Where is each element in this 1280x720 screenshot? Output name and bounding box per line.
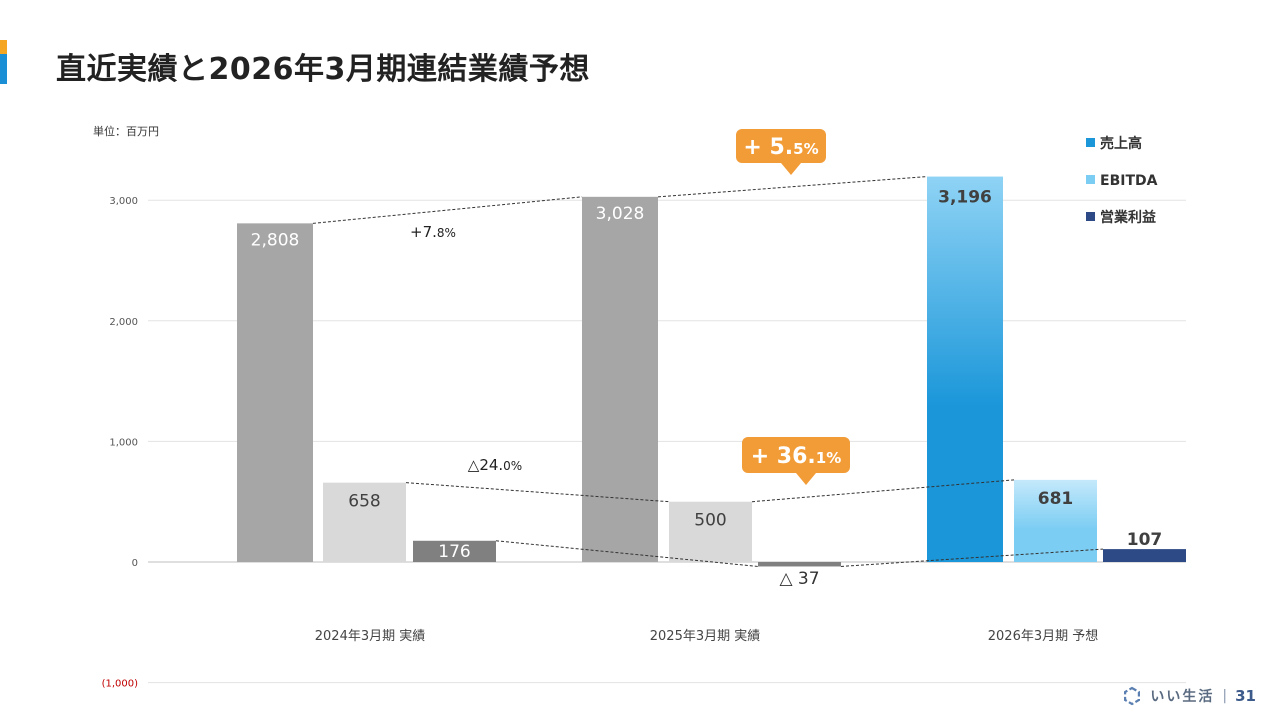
footer-separator: | bbox=[1222, 688, 1228, 704]
bar-sales bbox=[237, 223, 313, 562]
ebitda-change-badge-pointer bbox=[796, 473, 816, 485]
legend-swatch bbox=[1086, 138, 1095, 147]
footer-brand: いい生活 bbox=[1150, 689, 1215, 705]
y-tick-label: (1,000) bbox=[102, 679, 139, 690]
legend-label: 営業利益 bbox=[1100, 209, 1156, 226]
page-title: 直近実績と2026年3月期連結業績予想 bbox=[56, 52, 590, 87]
ebitda-change-badge: + 36.1% bbox=[751, 444, 842, 469]
data-label: 176 bbox=[438, 542, 470, 562]
bar-ebitda bbox=[323, 482, 406, 562]
y-tick-label: 2,000 bbox=[109, 317, 138, 328]
bar-ebitda bbox=[1014, 479, 1097, 562]
category-label: 2026年3月期 予想 bbox=[988, 628, 1099, 644]
category-label: 2025年3月期 実績 bbox=[650, 628, 761, 644]
data-label: 107 bbox=[1127, 530, 1163, 550]
sales-change-label: +7.8% bbox=[410, 223, 456, 241]
sales-change-badge: + 5.5% bbox=[743, 135, 818, 160]
ebitda-change-label: △24.0% bbox=[468, 456, 522, 474]
y-tick-label: 0 bbox=[132, 558, 138, 569]
data-label: 3,028 bbox=[596, 204, 645, 224]
data-label: △ 37 bbox=[779, 569, 819, 589]
bar-operating-profit bbox=[413, 540, 496, 562]
data-label: 681 bbox=[1038, 489, 1074, 509]
legend-label: EBITDA bbox=[1100, 173, 1158, 189]
unit-label: 単位：百万円 bbox=[93, 124, 159, 138]
change-connector bbox=[495, 540, 759, 567]
change-connector bbox=[840, 548, 1104, 567]
bar-operating-profit bbox=[1103, 549, 1186, 562]
change-connector bbox=[312, 196, 583, 224]
page-number: 31 bbox=[1235, 687, 1256, 705]
y-tick-label: 3,000 bbox=[109, 196, 138, 207]
data-label: 500 bbox=[694, 511, 726, 531]
bar-sales bbox=[927, 176, 1003, 563]
data-label: 658 bbox=[348, 492, 380, 512]
bar-sales bbox=[582, 196, 658, 563]
legend-label: 売上高 bbox=[1100, 135, 1142, 152]
legend-swatch bbox=[1086, 175, 1095, 184]
data-label: 2,808 bbox=[251, 230, 300, 250]
change-connector bbox=[405, 482, 670, 503]
sales-change-badge-pointer bbox=[781, 163, 801, 175]
logo-icon bbox=[1124, 686, 1141, 706]
change-connector bbox=[751, 479, 1015, 503]
accent-bar-blue bbox=[0, 54, 7, 84]
category-label: 2024年3月期 実績 bbox=[315, 628, 426, 644]
footer: いい生活 | 31 bbox=[1122, 686, 1256, 706]
data-label: 3,196 bbox=[938, 188, 992, 208]
accent-bar-orange bbox=[0, 40, 7, 54]
legend-swatch bbox=[1086, 212, 1095, 221]
bar-ebitda bbox=[669, 501, 752, 562]
bar-operating-profit bbox=[758, 562, 841, 567]
change-connector bbox=[657, 176, 928, 198]
ebitda-change-badge-box bbox=[742, 437, 850, 473]
sales-change-badge-box bbox=[736, 129, 826, 163]
y-tick-label: 1,000 bbox=[109, 437, 138, 448]
